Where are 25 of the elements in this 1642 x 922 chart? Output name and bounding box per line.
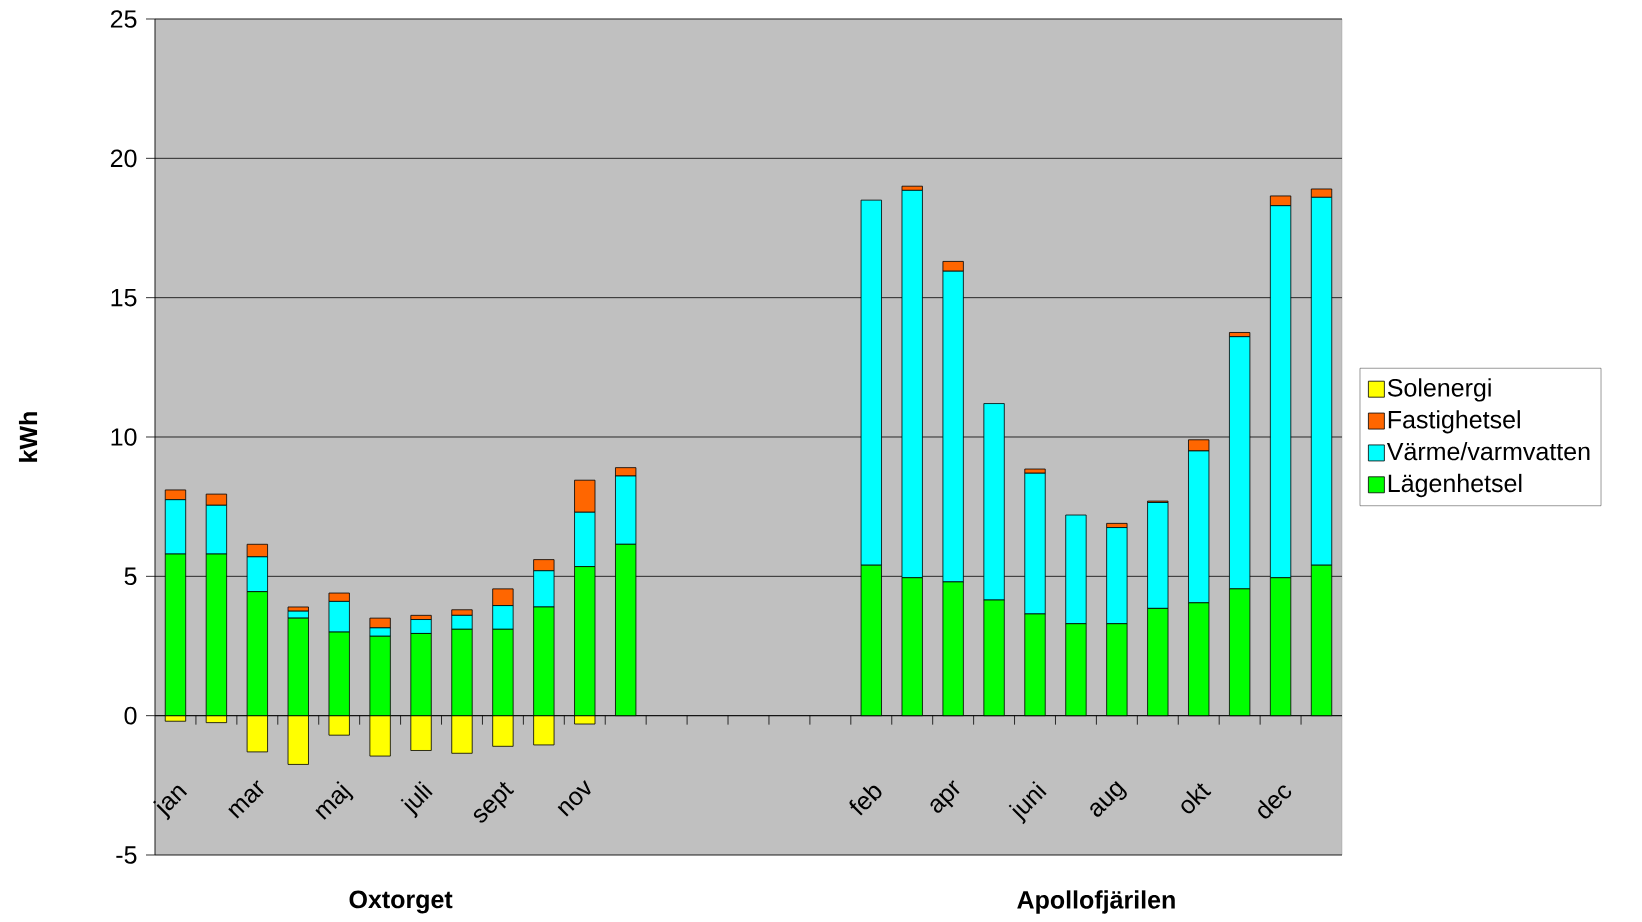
y-tick-label: 10 [111,428,137,446]
legend-label: Solenergi [1387,378,1491,402]
x-tick-label: jan [153,785,188,821]
x-tick-label: okt [1181,783,1212,814]
y-tick-label: -5 [116,846,137,864]
x-tick-label: mar [228,780,264,819]
y-tick-label: 15 [111,288,137,307]
y-tick-label: 25 [110,10,137,28]
x-tick-label: juli [400,780,433,819]
legend-label: Lägenhetsel [1388,473,1522,498]
x-tick-label: aug [1090,781,1127,817]
x-tick-label: maj [315,780,354,820]
text: Apollofjärilen [1017,890,1175,914]
legend-label: Fastighetsel [1388,410,1520,434]
y-tick-label: 0 [124,706,137,725]
x-tick-label: dec [1258,785,1292,819]
x-tick-label: nov [557,780,591,817]
y-tick-label: 5 [124,567,137,586]
y-tick-label: 20 [110,149,137,168]
x-tick-label: feb [849,785,882,816]
x-tick-label: apr [930,780,960,813]
y-axis-title: kWh [18,412,38,462]
text: Oxtorget [349,890,453,914]
legend-label: Värme/varmvatten [1386,442,1590,461]
x-tick-label: sept [473,781,515,823]
